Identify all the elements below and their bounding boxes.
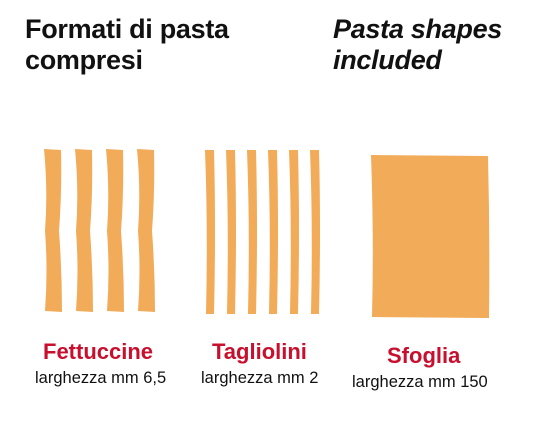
fettuccine-strand (137, 149, 155, 312)
tagliolini-strands (205, 150, 320, 314)
fettuccine-label: Fettuccine (43, 339, 154, 364)
fettuccine-strand (75, 149, 93, 312)
tagliolini-strand (226, 150, 236, 314)
tagliolini-strand (247, 150, 257, 314)
tagliolini-illustration (203, 148, 333, 318)
sfoglia-label: Sfoglia (387, 343, 461, 368)
title-italian-line-1: Formati di pasta (25, 14, 229, 44)
fettuccine-illustration (41, 146, 166, 316)
tagliolini-strand (205, 150, 215, 314)
tagliolini-width: larghezza mm 2 (201, 369, 319, 387)
title-english: Pasta shapes included (333, 14, 502, 76)
sfoglia-width: larghezza mm 150 (352, 373, 488, 391)
title-english-line-2: included (333, 45, 442, 75)
title-italian-line-2: compresi (25, 45, 143, 75)
tagliolini-strand (310, 150, 320, 314)
sfoglia-sheet-shape (371, 155, 490, 318)
fettuccine-strand (44, 149, 62, 312)
sfoglia-illustration (368, 153, 493, 321)
fettuccine-width: larghezza mm 6,5 (35, 369, 167, 387)
fettuccine-strands (44, 149, 155, 312)
title-italian: Formati di pasta compresi (25, 14, 229, 76)
sfoglia-sheet (371, 155, 490, 318)
title-english-line-1: Pasta shapes (333, 14, 502, 44)
tagliolini-strand (268, 150, 278, 314)
tagliolini-strand (289, 150, 299, 314)
tagliolini-label: Tagliolini (212, 339, 307, 364)
fettuccine-strand (106, 149, 124, 312)
